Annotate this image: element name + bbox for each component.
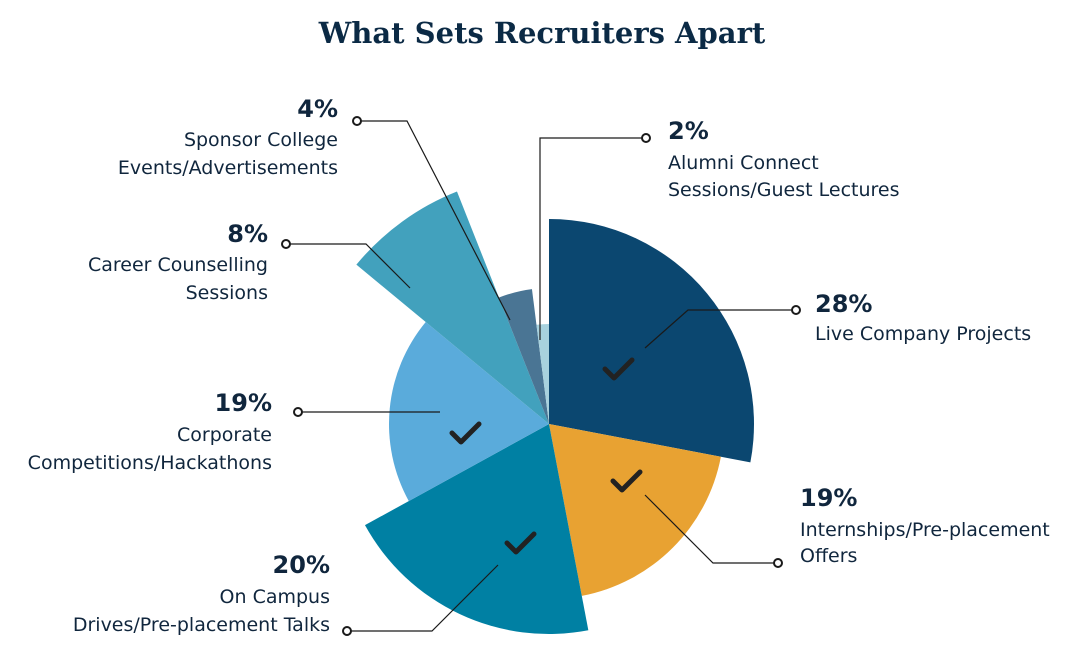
category-label: On Campus [220,586,330,608]
leader-line [286,243,411,289]
leader-line [357,120,511,321]
category-label: Events/Advertisements [118,157,338,179]
leader-line [539,137,646,340]
category-label: Drives/Pre-placement Talks [73,614,330,636]
leader-dot [773,558,783,568]
value-label: 8% [227,220,268,248]
slice [364,424,589,635]
leader-line [644,494,778,564]
check-icon [504,531,537,555]
category-label: Career Counselling [88,254,268,276]
value-label: 20% [273,551,330,579]
value-label: 28% [815,290,872,318]
check-icon [449,421,482,445]
value-label: 19% [215,389,272,417]
check-icon [602,357,635,381]
leader-dot [281,239,291,249]
leader-dot [791,305,801,315]
category-label: Offers [800,545,857,567]
leader-line [347,564,499,632]
labels: 28% Live Company Projects 19% Internships/P… [28,95,1050,636]
category-label: Internships/Pre-placement [800,519,1050,541]
chart-title: What Sets Recruiters Apart [318,16,766,50]
leader-line [644,309,796,349]
slice [549,424,721,596]
category-label: Competitions/Hackathons [28,452,272,474]
slice [389,322,549,502]
category-label: Sponsor College [184,129,338,151]
slice [356,191,549,424]
check-icon [610,469,643,493]
category-label: Alumni Connect [668,152,819,174]
value-label: 2% [668,117,709,145]
category-label: Corporate [177,424,272,446]
category-label: Sessions/Guest Lectures [668,179,900,201]
leader-dot [352,116,362,126]
leader-dot [293,407,303,417]
value-label: 4% [297,95,338,123]
value-label: 19% [800,484,857,512]
slice [536,324,549,424]
slice [549,219,755,463]
leader-dot [342,626,352,636]
category-label: Sessions [186,282,268,304]
category-label: Live Company Projects [815,323,1031,345]
slice [498,289,549,424]
slices [356,191,755,635]
leader-dot [641,133,651,143]
